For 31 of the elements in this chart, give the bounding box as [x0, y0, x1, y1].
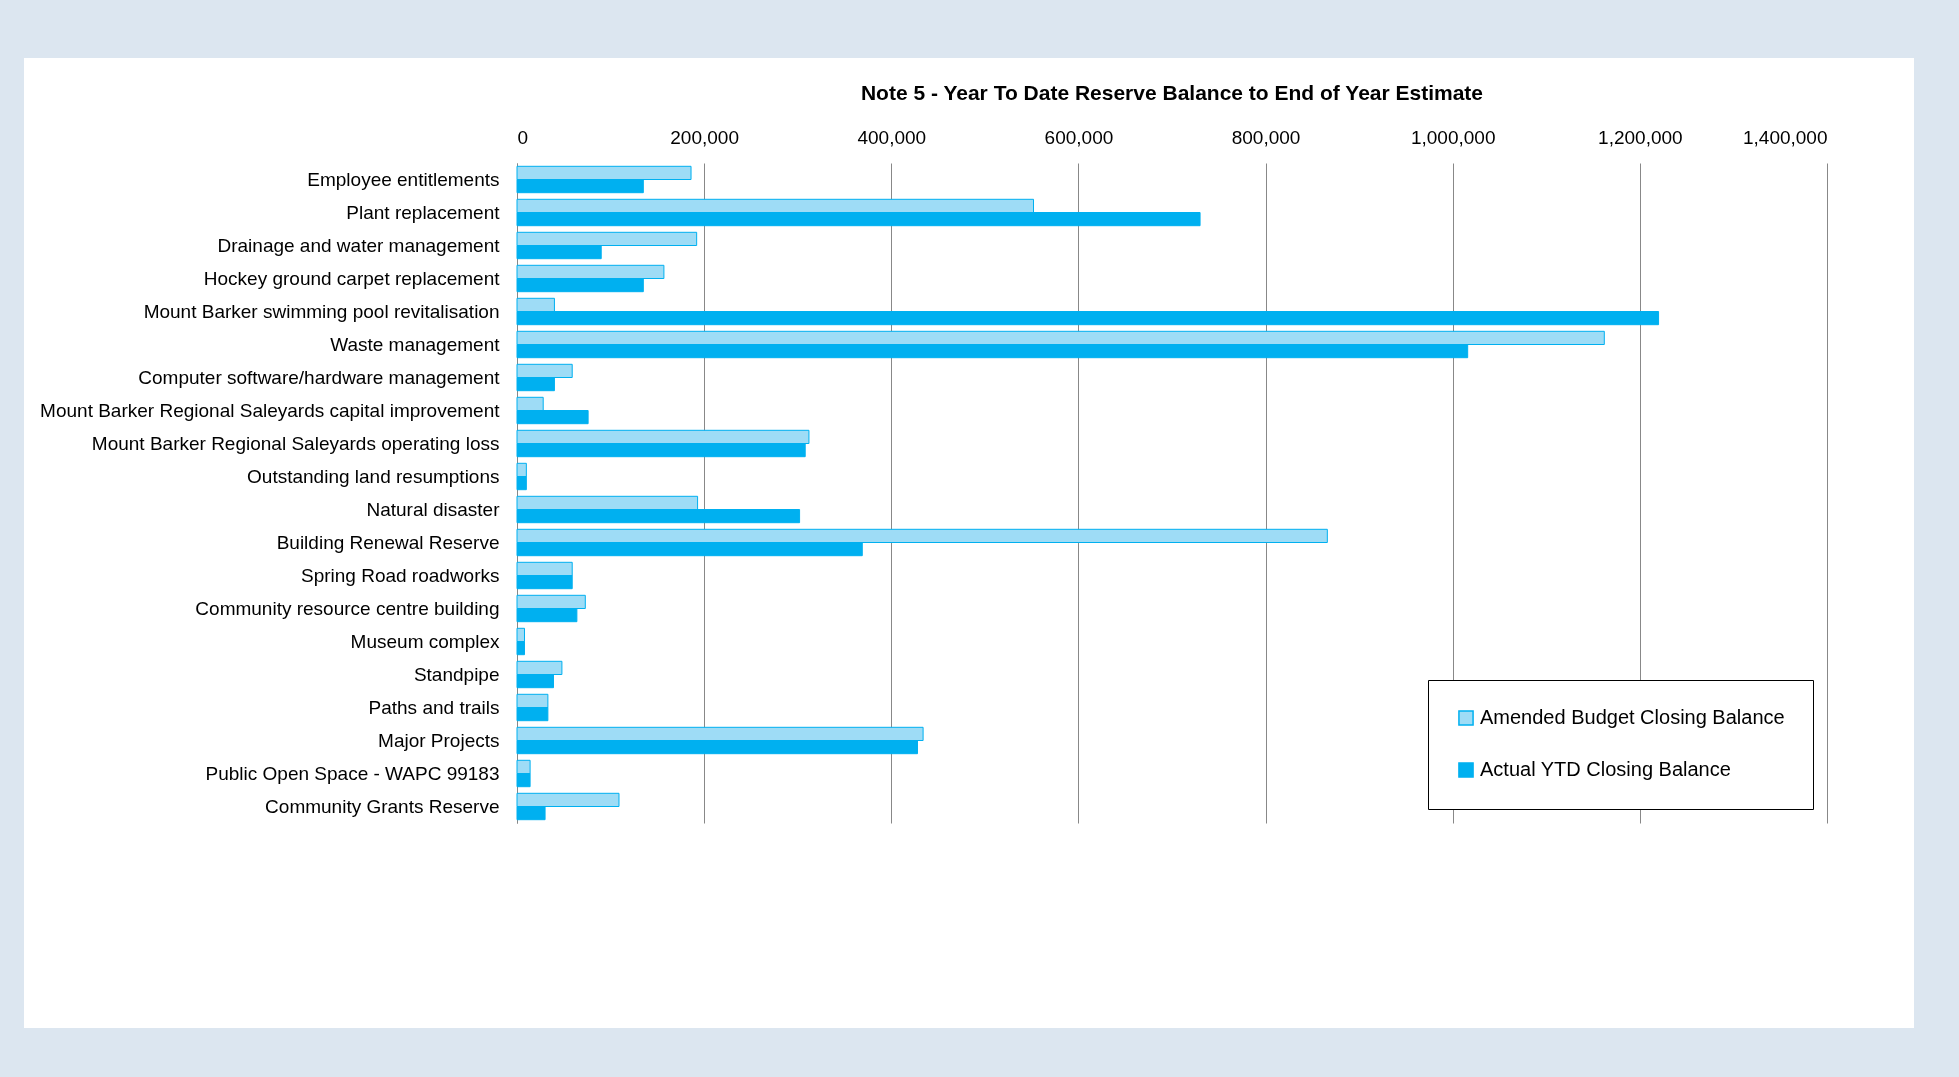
legend-label: Amended Budget Closing Balance: [1480, 706, 1785, 728]
chart-title: Note 5 - Year To Date Reserve Balance to End of Year Estimate: [860, 81, 1484, 104]
y-tick-label: Outstanding land resumptions: [247, 465, 500, 487]
y-tick-label: Spring Road roadworks: [300, 564, 500, 586]
y-tick-label: Standpipe: [413, 663, 500, 685]
y-tick-label: Community resource centre building: [195, 597, 500, 619]
y-tick-label: Computer software/hardware management: [138, 366, 501, 388]
y-tick-label: Public Open Space - WAPC 99183: [205, 762, 500, 784]
x-tick-label: 400,000: [857, 126, 927, 148]
x-tick-label: 600,000: [1044, 126, 1114, 148]
y-tick-label: Drainage and water management: [217, 234, 501, 256]
y-tick-label: Major Projects: [378, 729, 500, 751]
x-tick-label: 200,000: [670, 126, 739, 148]
y-tick-label: Waste management: [330, 333, 501, 355]
y-tick-label: Plant replacement: [346, 201, 501, 223]
y-tick-label: Mount Barker swimming pool revitalisation: [143, 300, 500, 322]
y-tick-label: Community Grants Reserve: [265, 795, 500, 817]
y-tick-label: Mount Barker Regional Saleyards capital improvement: [40, 399, 501, 421]
y-tick-label: Museum complex: [350, 630, 500, 652]
y-tick-label: Natural disaster: [366, 498, 501, 520]
y-tick-label: Hockey ground carpet replacement: [203, 267, 501, 289]
y-tick-label: Paths and trails: [368, 696, 500, 718]
x-tick-label: 0: [517, 126, 529, 148]
y-tick-label: Building Renewal Reserve: [276, 531, 500, 553]
legend-label: Actual YTD Closing Balance: [1480, 758, 1731, 780]
y-tick-label: Employee entitlements: [307, 168, 500, 190]
x-tick-label: 800,000: [1231, 126, 1301, 148]
x-tick-label: 1,000,000: [1410, 126, 1496, 148]
y-tick-label: Mount Barker Regional Saleyards operating loss: [91, 432, 500, 454]
x-tick-label: 1,200,000: [1598, 126, 1683, 148]
x-tick-label: 1,400,000: [1742, 126, 1828, 148]
